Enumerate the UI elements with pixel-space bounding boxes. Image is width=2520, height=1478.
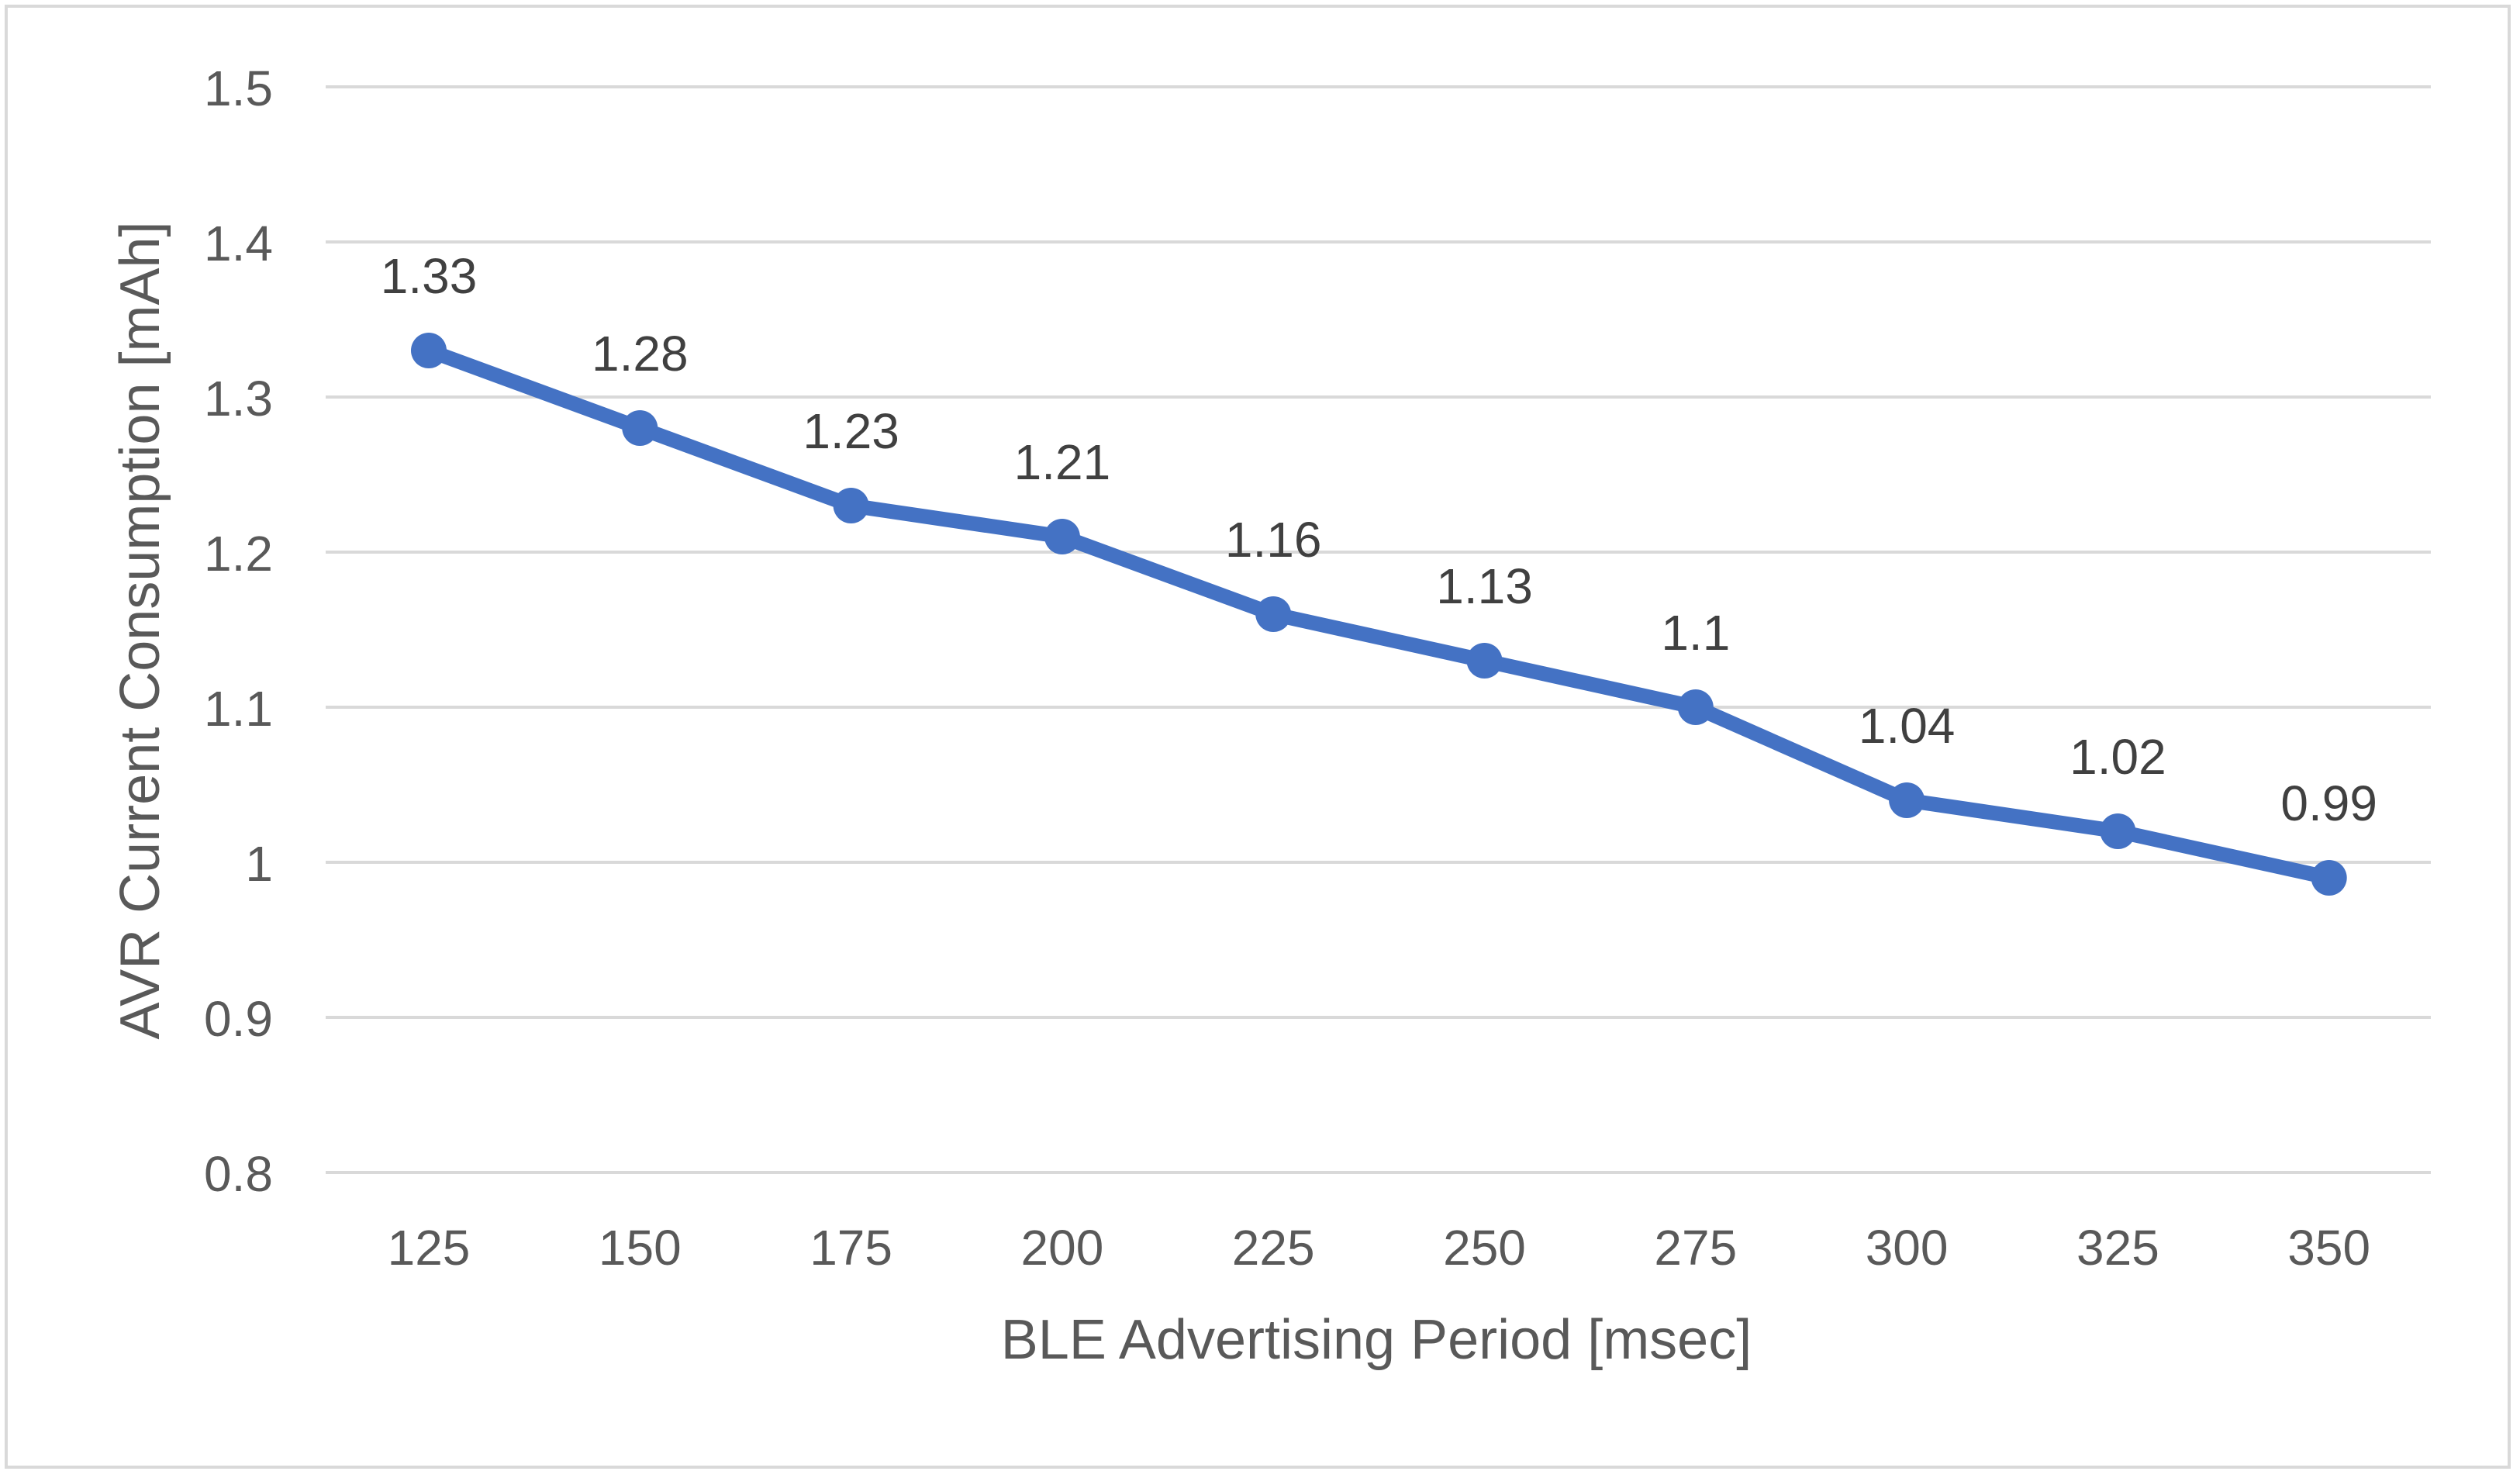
- x-tick-label: 225: [1232, 1220, 1315, 1276]
- data-point: [1677, 689, 1714, 725]
- y-tick-label: 1.5: [204, 60, 273, 116]
- x-tick-label: 325: [2076, 1220, 2159, 1276]
- data-point: [1889, 782, 1925, 818]
- y-tick-label: 1.3: [204, 371, 273, 426]
- x-tick-label: 350: [2287, 1220, 2370, 1276]
- data-label: 1.16: [1225, 512, 1322, 568]
- y-tick-label: 0.9: [204, 991, 273, 1047]
- data-label: 1.33: [381, 248, 478, 304]
- x-tick-label: 300: [1866, 1220, 1949, 1276]
- y-tick-label: 1.4: [204, 216, 273, 271]
- series-line-layer: [421, 343, 2337, 886]
- data-points: [411, 333, 2347, 896]
- y-tick-label: 0.8: [204, 1146, 273, 1202]
- data-point: [2311, 860, 2347, 896]
- x-tick-label: 175: [810, 1220, 892, 1276]
- data-point: [1044, 519, 1080, 554]
- data-point: [833, 488, 869, 523]
- x-tick-label: 275: [1654, 1220, 1737, 1276]
- y-tick-label: 1: [245, 836, 273, 892]
- x-axis-title: BLE Advertising Period [msec]: [1001, 1309, 1752, 1371]
- data-label: 1.28: [592, 326, 689, 382]
- x-tick-labels: 125 150 175 200 225 250 275 300 325 350: [388, 1220, 2370, 1276]
- gridlines: [326, 85, 2431, 1174]
- data-label: 1.04: [1859, 698, 1956, 754]
- series-line: [421, 343, 2337, 886]
- data-point: [2100, 813, 2136, 849]
- data-point: [622, 410, 658, 446]
- y-tick-label: 1.2: [204, 526, 273, 582]
- data-label: 1.02: [2070, 729, 2166, 785]
- x-tick-label: 125: [388, 1220, 471, 1276]
- x-tick-label: 250: [1443, 1220, 1526, 1276]
- data-label: 0.99: [2280, 775, 2377, 831]
- data-point: [1255, 596, 1292, 632]
- chart-frame: [5, 5, 2511, 1469]
- data-label: 1.23: [803, 403, 899, 459]
- x-tick-label: 200: [1021, 1220, 1104, 1276]
- data-label: 1.21: [1014, 434, 1111, 490]
- data-labels: 1.33 1.28 1.23 1.21 1.16 1.13 1.1 1.04 1.02 0.99: [381, 248, 2377, 831]
- data-label: 1.1: [1661, 605, 1730, 661]
- x-tick-label: 150: [599, 1220, 682, 1276]
- data-point: [1466, 643, 1503, 679]
- y-tick-labels: 0.8 0.9 1 1.1 1.2 1.3 1.4 1.5: [204, 60, 273, 1202]
- y-axis-title: AVR Current Consumption [mAh]: [109, 221, 171, 1039]
- data-label: 1.13: [1436, 558, 1533, 614]
- y-tick-label: 1.1: [204, 681, 273, 737]
- data-point: [411, 333, 447, 368]
